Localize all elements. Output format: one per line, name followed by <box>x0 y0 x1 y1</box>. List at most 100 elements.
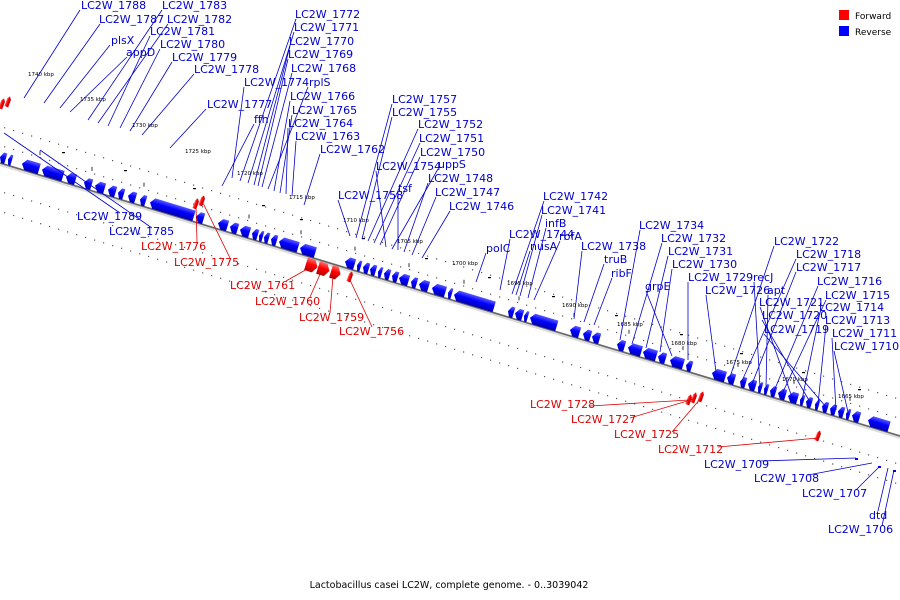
gene-label: polC <box>486 242 511 255</box>
leader-line <box>379 156 421 246</box>
guide-dot <box>859 471 861 473</box>
guide-dot <box>22 132 24 134</box>
guide-dot <box>175 198 177 200</box>
gene-label: LC2W_1754 <box>376 160 441 173</box>
gene-label: LC2W_1779 <box>172 51 237 64</box>
guide-dot <box>112 245 114 247</box>
guide-dot <box>769 424 771 426</box>
guide-dot <box>625 334 627 336</box>
guide-dot <box>391 244 393 246</box>
guide-dot <box>283 230 285 232</box>
gene-label: uppS <box>438 158 466 171</box>
reverse-gene <box>846 408 852 421</box>
leader-line <box>411 196 437 256</box>
guide-dot <box>697 356 699 358</box>
guide-dot <box>814 372 816 375</box>
guide-dot <box>580 366 582 369</box>
reverse-gene <box>22 159 41 175</box>
gene-label: ribF <box>611 267 632 280</box>
kbp-tick-label: 1710 kbp <box>343 218 369 224</box>
guide-dot <box>94 219 96 221</box>
gene-label: LC2W_1746 <box>449 200 514 213</box>
guide-dot <box>544 310 546 312</box>
guide-dot <box>463 266 465 268</box>
guide-dot <box>310 305 312 307</box>
guide-dot <box>76 234 78 236</box>
guide-dot <box>886 459 888 461</box>
leader-line <box>39 149 153 229</box>
reverse-gene <box>392 271 400 283</box>
guide-dot <box>508 345 510 347</box>
gene-label: LC2W_1742 <box>543 190 608 203</box>
guide-dot <box>103 176 105 178</box>
guide-dot <box>535 307 537 309</box>
guide-dot <box>382 306 384 309</box>
guide-dot <box>598 326 600 328</box>
guide-dot <box>121 181 123 183</box>
guide-dash <box>488 277 491 279</box>
guide-dot <box>85 236 87 238</box>
guide-dot <box>49 205 51 208</box>
guide-dot <box>346 296 348 298</box>
leader-line <box>831 337 837 411</box>
reverse-gene <box>118 188 126 200</box>
guide-dot <box>400 247 402 249</box>
leader-line <box>763 333 827 408</box>
guide-dot <box>157 192 159 194</box>
guide-dot <box>544 376 546 378</box>
leader-line <box>291 140 297 197</box>
guide-dot <box>697 402 699 404</box>
reverse-gene <box>764 383 770 396</box>
guide-dot <box>859 451 861 453</box>
gene-label: LC2W_1718 <box>796 248 861 261</box>
legend-forward-swatch <box>839 10 849 20</box>
genome-backbone <box>0 162 900 439</box>
guide-dot <box>733 433 735 435</box>
guide-dot <box>805 370 807 372</box>
guide-dash <box>615 315 618 317</box>
guide-dot <box>607 329 609 331</box>
guide-dot <box>733 413 735 415</box>
gene-label: LC2W_1717 <box>796 261 861 274</box>
guide-dot <box>49 159 51 162</box>
gene-label: LC2W_1783 <box>162 0 227 12</box>
kbp-tick-label: 1730 kbp <box>132 123 158 129</box>
guide-dot <box>4 192 6 194</box>
guide-dot <box>544 356 546 358</box>
guide-dot <box>454 328 456 330</box>
guide-dot <box>535 373 537 375</box>
forward-gene <box>329 265 341 280</box>
guide-dot <box>400 312 402 314</box>
guide-dot <box>742 436 744 438</box>
leader-line <box>781 299 827 395</box>
guide-dot <box>148 170 150 173</box>
guide-dot <box>472 269 474 271</box>
leader-line <box>391 168 439 250</box>
leader-line <box>421 210 451 259</box>
guide-dot <box>436 258 438 260</box>
guide-dot <box>13 214 15 217</box>
guide-dot <box>877 457 879 459</box>
gene-label: LC2W_1738 <box>581 240 646 253</box>
guide-dot <box>85 216 87 218</box>
guide-dot <box>76 168 78 170</box>
kbp-tick-label: 1705 kbp <box>397 239 423 245</box>
gene-label: LC2W_1708 <box>754 472 819 485</box>
reverse-gene <box>411 277 419 289</box>
guide-dot <box>634 318 636 320</box>
guide-dot <box>391 263 393 265</box>
leader-line <box>257 58 289 187</box>
guide-dot <box>193 269 195 271</box>
gene-label: LC2W_1747 <box>435 186 500 199</box>
guide-dot <box>130 230 132 232</box>
reverse-gene <box>370 264 378 277</box>
guide-dot <box>310 220 312 222</box>
gene-label: LC2W_1752 <box>418 118 483 131</box>
reverse-gene <box>570 325 582 339</box>
guide-dot <box>526 370 528 372</box>
leader-line <box>759 457 857 462</box>
guide-dot <box>148 235 150 238</box>
kbp-tick-label: 1680 kbp <box>671 341 697 347</box>
guide-dash <box>62 152 65 154</box>
